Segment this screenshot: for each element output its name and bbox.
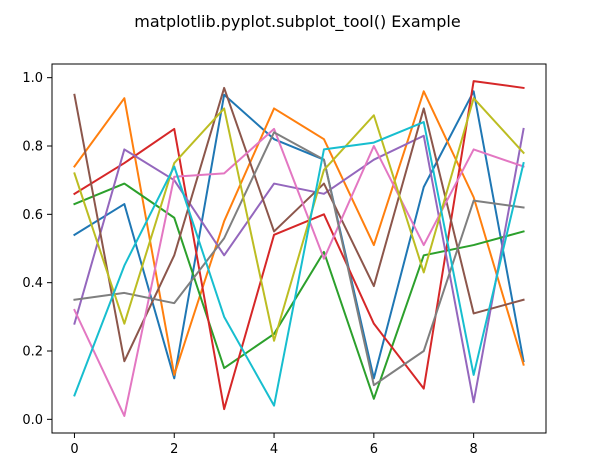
y-axis: 0.0 0.2 0.4 0.6 0.8 1.0 <box>22 71 52 428</box>
y-tick-label: 0.2 <box>22 345 43 360</box>
series-line-10 <box>73 121 525 407</box>
series-layer <box>73 80 525 417</box>
series-line-5 <box>73 127 525 404</box>
series-line-9 <box>73 97 525 342</box>
y-tick-label: 0.6 <box>22 208 43 223</box>
x-tick-label: 6 <box>370 442 378 457</box>
y-tick-label: 0.4 <box>22 276 43 291</box>
axes-frame <box>51 63 547 434</box>
x-tick-label: 4 <box>270 442 278 457</box>
chart-title: matplotlib.pyplot.subplot_tool() Example <box>134 12 461 31</box>
series-line-8 <box>73 131 525 387</box>
y-tick-label: 0.0 <box>22 413 43 428</box>
series-line-2 <box>73 90 525 376</box>
y-tick-label: 1.0 <box>22 71 43 86</box>
series-line-6 <box>73 86 525 363</box>
series-line-4 <box>73 80 525 411</box>
x-tick-label: 8 <box>470 442 478 457</box>
x-axis: 0 2 4 6 8 <box>70 433 478 457</box>
x-tick-label: 2 <box>170 442 178 457</box>
x-tick-label: 0 <box>70 442 78 457</box>
y-tick-label: 0.8 <box>22 140 43 155</box>
series-line-1 <box>73 90 525 380</box>
series-line-7 <box>73 127 525 417</box>
